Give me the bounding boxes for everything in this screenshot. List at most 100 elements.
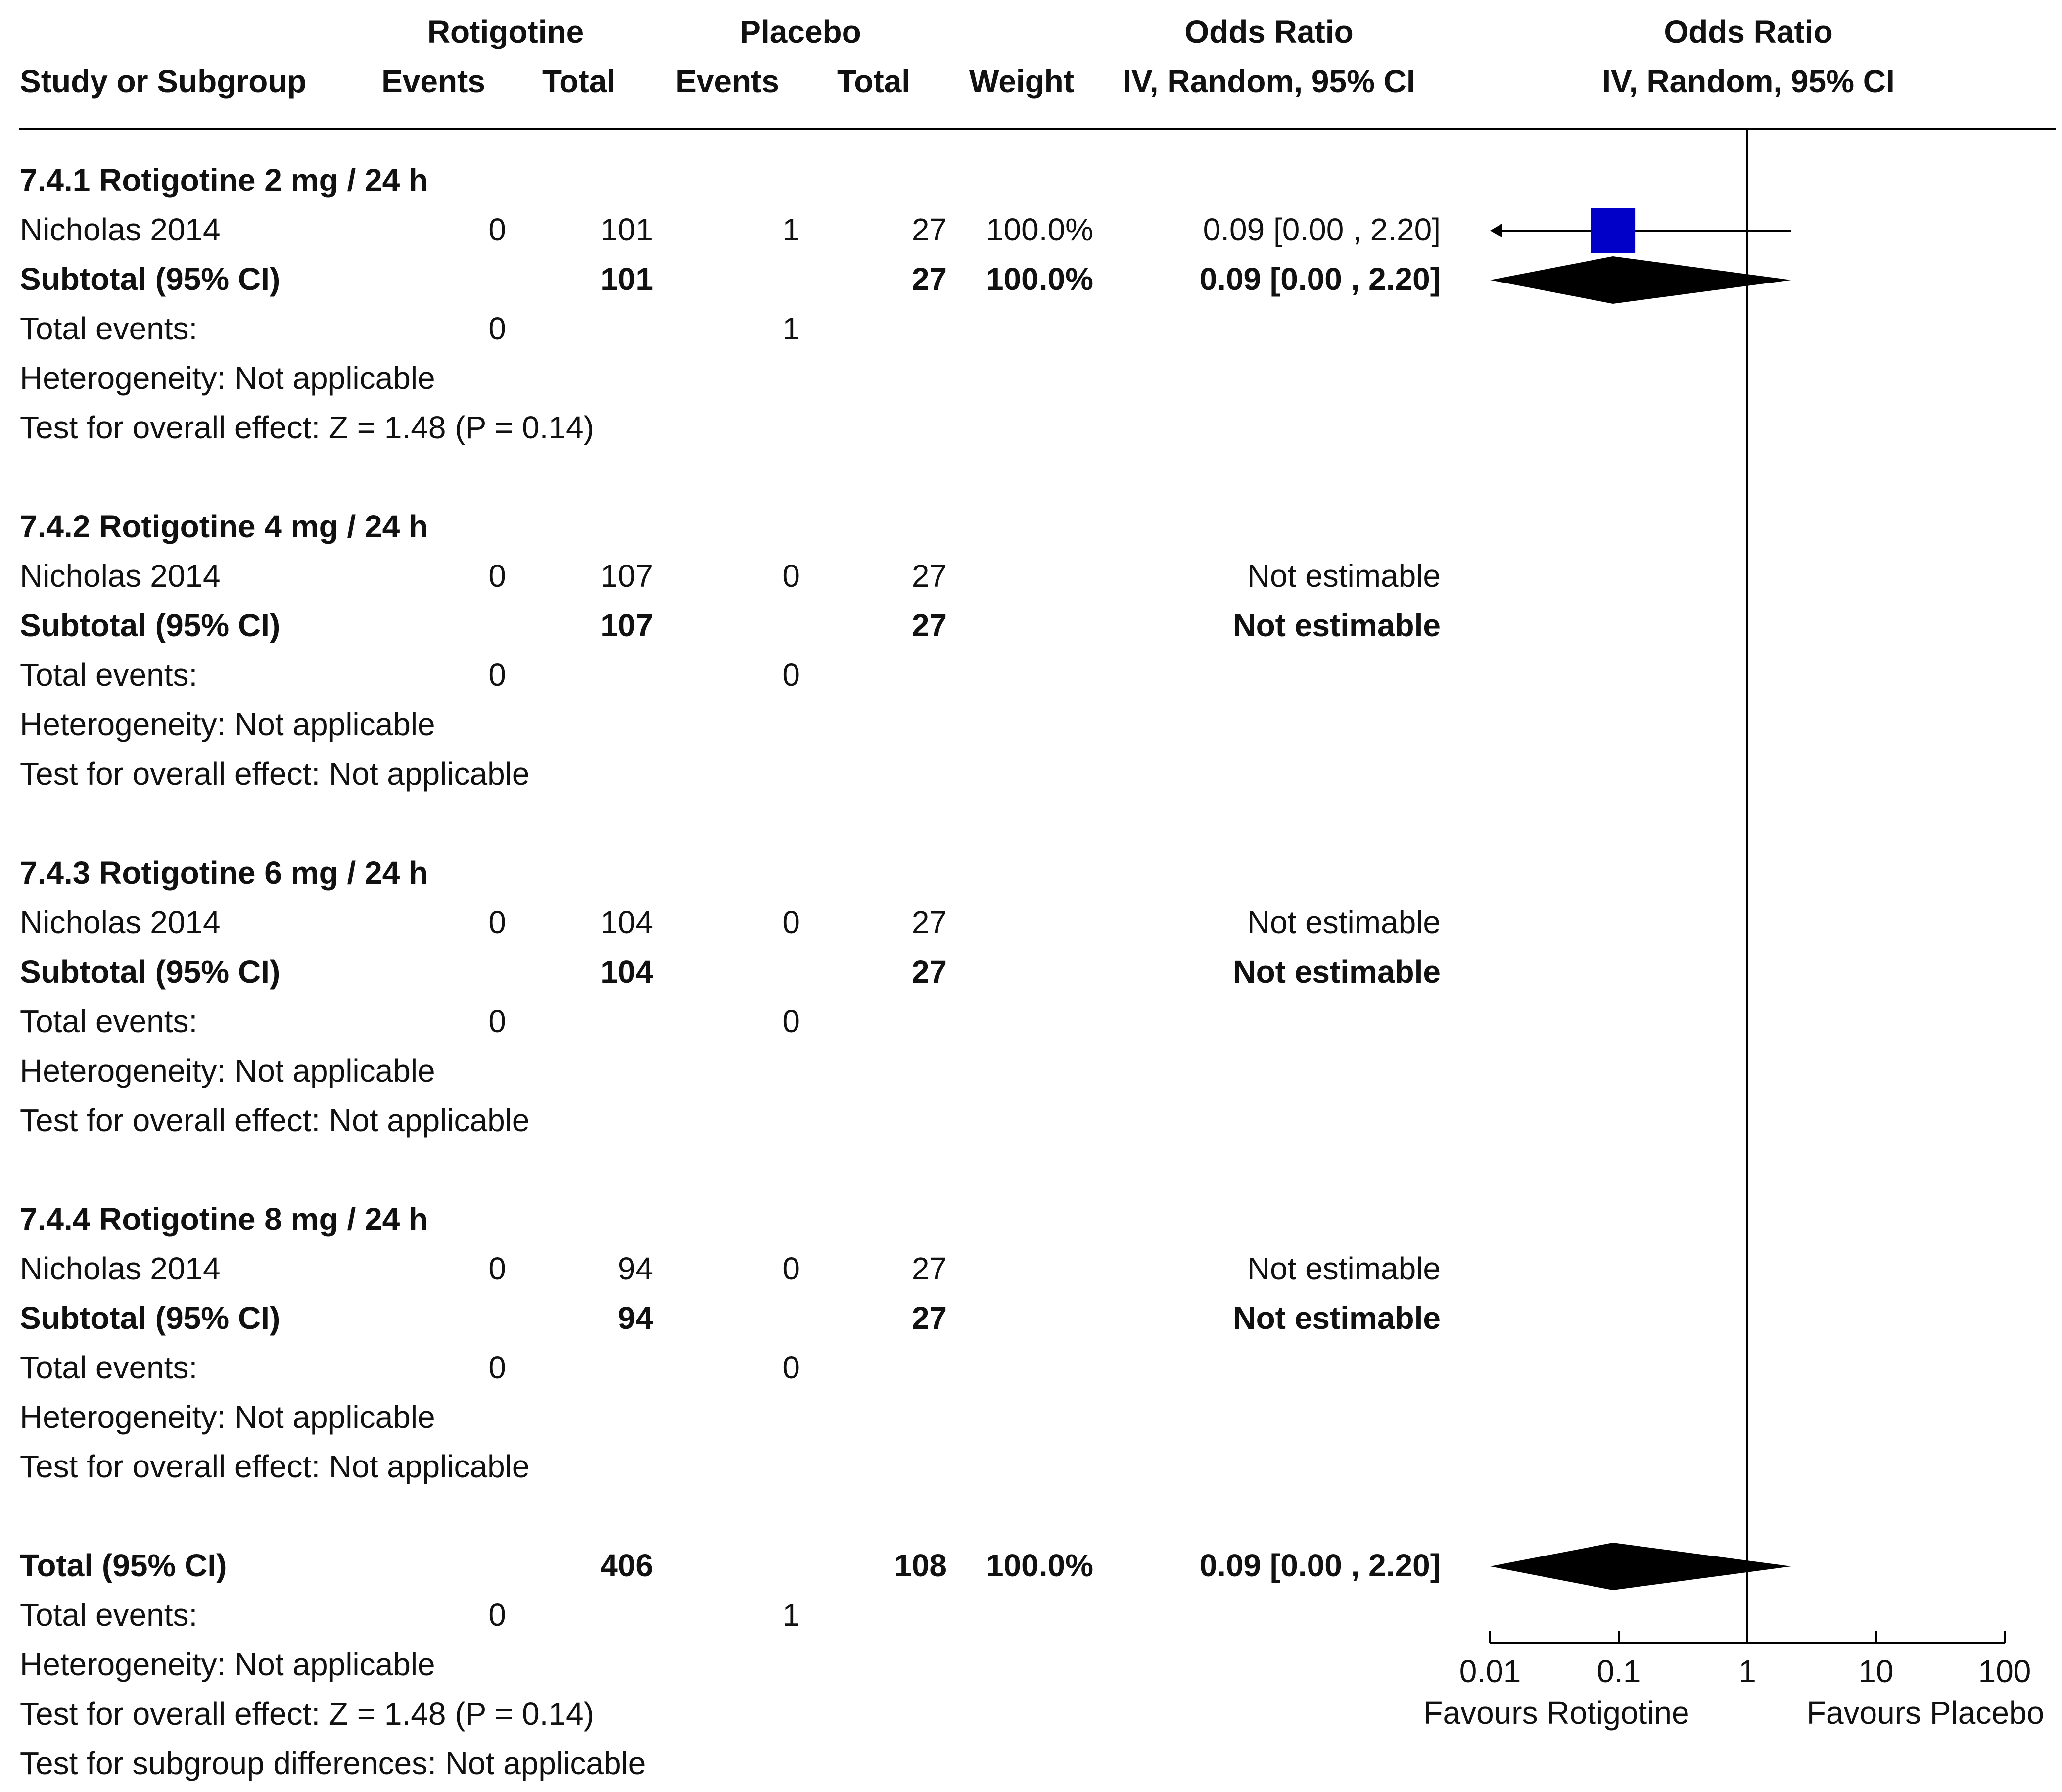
study-or: Not estimable — [1247, 904, 1441, 940]
overall-effect: Test for overall effect: Not applicable — [20, 1102, 529, 1138]
favours-right-label: Favours Placebo — [1807, 1695, 2044, 1731]
total-events1: 0 — [488, 1350, 506, 1385]
study-total1: 94 — [618, 1251, 653, 1286]
heterogeneity: Heterogeneity: Not applicable — [20, 1053, 435, 1088]
study-or: 0.09 [0.00 , 2.20] — [1203, 212, 1441, 247]
subtotal-or: Not estimable — [1233, 608, 1441, 643]
total-events1: 0 — [488, 311, 506, 346]
or-text-title: Odds Ratio — [1184, 14, 1353, 49]
total-events2: 0 — [782, 1003, 800, 1039]
subtotal-total2: 27 — [912, 608, 947, 643]
total-events-label: Total events: — [20, 1003, 197, 1039]
study-total1: 101 — [600, 212, 653, 247]
subtotal-weight: 100.0% — [986, 261, 1093, 297]
study-events1: 0 — [488, 558, 506, 594]
tick-label: 0.1 — [1597, 1653, 1641, 1689]
subtotal-total1: 107 — [600, 608, 653, 643]
subgroup-differences: Test for subgroup differences: Not appli… — [20, 1745, 646, 1781]
col-events1: Events — [381, 63, 485, 99]
total-events1: 0 — [488, 1597, 506, 1633]
tick-label: 10 — [1858, 1653, 1893, 1689]
heterogeneity: Heterogeneity: Not applicable — [20, 1399, 435, 1435]
or-text-method: IV, Random, 95% CI — [1123, 63, 1415, 99]
subtotal-total2: 27 — [912, 954, 947, 990]
total-events2: 0 — [782, 1350, 800, 1385]
subgroup-title: 7.4.1 Rotigotine 2 mg / 24 h — [20, 162, 428, 198]
total-events-label: Total events: — [20, 1350, 197, 1385]
study-events2: 0 — [782, 558, 800, 594]
summary-diamond — [1490, 256, 1792, 304]
study-events1: 0 — [488, 212, 506, 247]
total-weight: 100.0% — [986, 1548, 1093, 1583]
study-name: Nicholas 2014 — [20, 1251, 221, 1286]
study-total2: 27 — [912, 212, 947, 247]
study-weight: 100.0% — [986, 212, 1093, 247]
study-or: Not estimable — [1247, 1251, 1441, 1286]
study-events2: 1 — [782, 212, 800, 247]
study-name: Nicholas 2014 — [20, 904, 221, 940]
subgroup-block: 7.4.4 Rotigotine 8 mg / 24 h Nicholas 20… — [20, 1201, 1441, 1484]
subtotal-total2: 27 — [912, 261, 947, 297]
total-label: Total (95% CI) — [20, 1548, 227, 1583]
subgroup-title: 7.4.4 Rotigotine 8 mg / 24 h — [20, 1201, 428, 1237]
group2-header: Placebo — [740, 14, 861, 49]
study-events1: 0 — [488, 904, 506, 940]
total-events1: 0 — [488, 657, 506, 693]
subgroup-title: 7.4.3 Rotigotine 6 mg / 24 h — [20, 855, 428, 891]
subtotal-total1: 94 — [618, 1300, 654, 1336]
study-name: Nicholas 2014 — [20, 558, 221, 594]
subgroup-title: 7.4.2 Rotigotine 4 mg / 24 h — [20, 509, 428, 544]
study-or: Not estimable — [1247, 558, 1441, 594]
tick-label: 100 — [1978, 1653, 2031, 1689]
study-total1: 107 — [600, 558, 653, 594]
tick-label: 0.01 — [1459, 1653, 1521, 1689]
subtotal-or: Not estimable — [1233, 954, 1441, 990]
or-plot-method: IV, Random, 95% CI — [1602, 63, 1895, 99]
study-events2: 0 — [782, 1251, 800, 1286]
ci-arrow — [1490, 224, 1502, 237]
overall-effect: Test for overall effect: Not applicable — [20, 1449, 529, 1484]
study-name: Nicholas 2014 — [20, 212, 221, 247]
study-total2: 27 — [912, 558, 947, 594]
study-total1: 104 — [600, 904, 653, 940]
subgroup-block: 7.4.3 Rotigotine 6 mg / 24 h Nicholas 20… — [20, 855, 1441, 1138]
col-total1: Total — [542, 63, 615, 99]
favours-left-label: Favours Rotigotine — [1423, 1695, 1689, 1731]
total-events-label: Total events: — [20, 311, 197, 346]
study-events1: 0 — [488, 1251, 506, 1286]
subtotal-label: Subtotal (95% CI) — [20, 608, 280, 643]
study-total2: 27 — [912, 904, 947, 940]
group1-header: Rotigotine — [427, 14, 584, 49]
subgroup-block: 7.4.1 Rotigotine 2 mg / 24 h Nicholas 20… — [20, 162, 1441, 445]
subtotal-total1: 101 — [600, 261, 653, 297]
plot-area — [1489, 130, 2006, 1644]
study-marker — [1591, 208, 1636, 253]
or-plot-title: Odds Ratio — [1664, 14, 1832, 49]
total-block: Total (95% CI) 406 108 100.0% 0.09 [0.00… — [20, 1548, 1441, 1781]
total-events2: 1 — [782, 1597, 800, 1633]
subtotal-label: Subtotal (95% CI) — [20, 954, 280, 990]
subgroup-block: 7.4.2 Rotigotine 4 mg / 24 h Nicholas 20… — [20, 509, 1441, 792]
total-events2: 1 — [782, 311, 800, 346]
total-events1: 0 — [488, 1003, 506, 1039]
heterogeneity: Heterogeneity: Not applicable — [20, 1647, 435, 1682]
overall-effect: Test for overall effect: Not applicable — [20, 756, 529, 792]
total-or: 0.09 [0.00 , 2.20] — [1200, 1548, 1441, 1583]
total-total2: 108 — [894, 1548, 947, 1583]
overall-effect: Test for overall effect: Z = 1.48 (P = 0… — [20, 1696, 594, 1732]
subtotal-or: Not estimable — [1233, 1300, 1441, 1336]
subtotal-total1: 104 — [600, 954, 653, 990]
study-events2: 0 — [782, 904, 800, 940]
study-total2: 27 — [912, 1251, 947, 1286]
total-events-label: Total events: — [20, 1597, 197, 1633]
axis-labels: 0.01 0.1 1 10 100 Favours Rotigotine Fav… — [1423, 1653, 2044, 1731]
subtotal-label: Subtotal (95% CI) — [20, 1300, 280, 1336]
tick-label: 1 — [1738, 1653, 1756, 1689]
total-events-label: Total events: — [20, 657, 197, 693]
col-total2: Total — [837, 63, 910, 99]
heterogeneity: Heterogeneity: Not applicable — [20, 360, 435, 396]
total-events2: 0 — [782, 657, 800, 693]
col-study: Study or Subgroup — [20, 63, 307, 99]
subtotal-or: 0.09 [0.00 , 2.20] — [1200, 261, 1441, 297]
